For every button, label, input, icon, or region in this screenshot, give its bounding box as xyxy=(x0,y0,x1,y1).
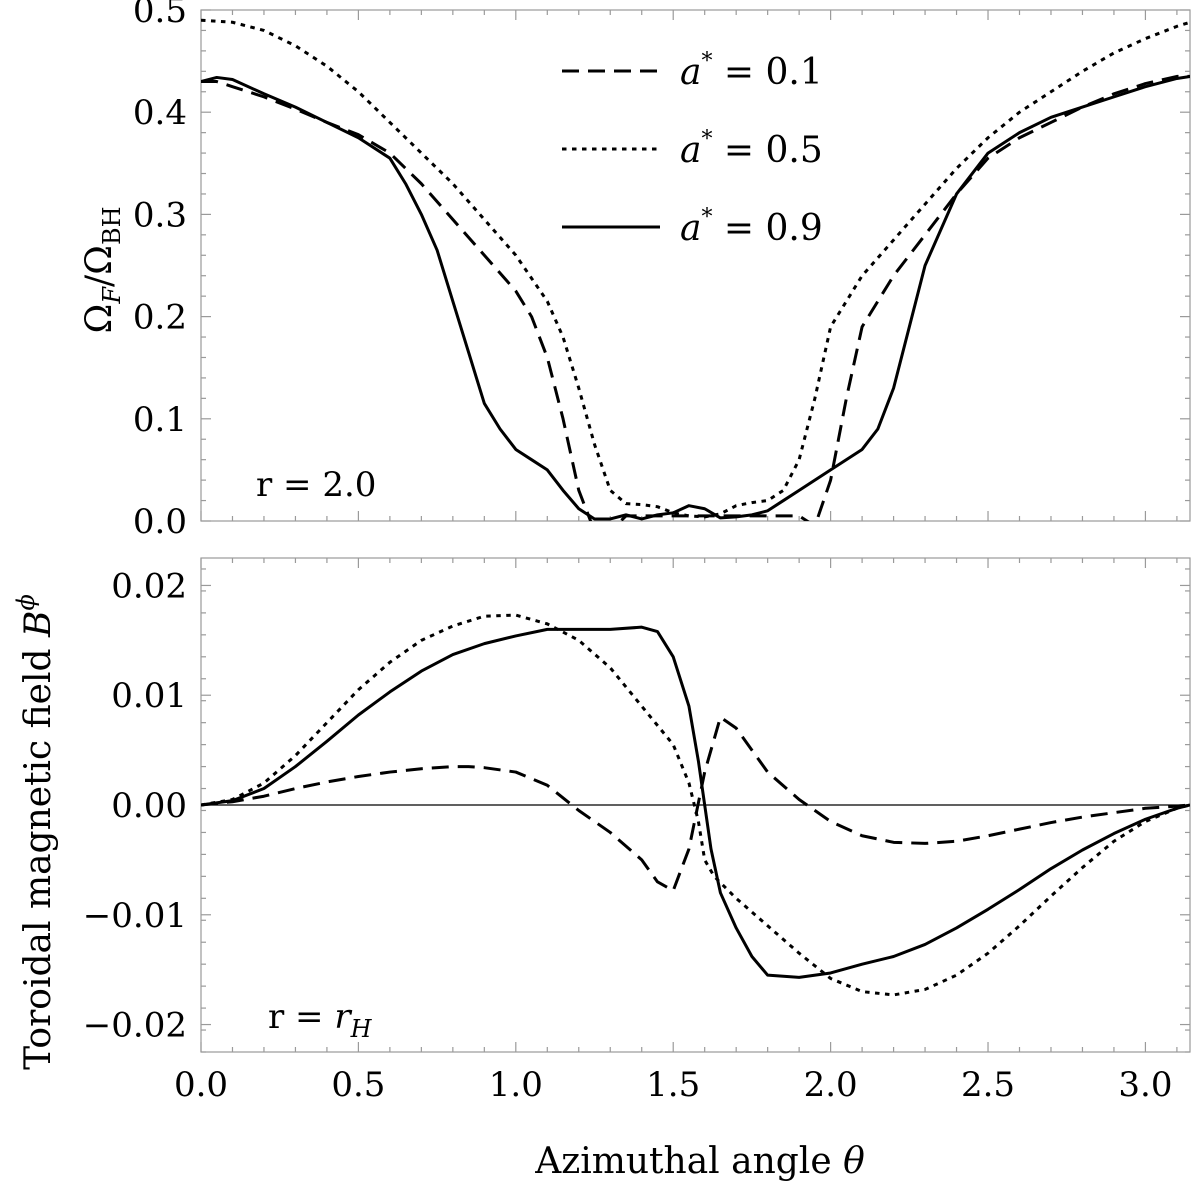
top-series-dotted-1 xyxy=(201,18,1190,519)
legend-label-a09-sup: * xyxy=(701,205,712,230)
top-y-tick-label-1: 0.1 xyxy=(133,400,187,440)
x-tick-label-1: 0.5 xyxy=(331,1065,385,1105)
bottom-series-solid-2 xyxy=(201,625,1190,979)
top-y-axis-title: ΩF/ΩBH xyxy=(79,206,126,333)
top-series-dashed-0 xyxy=(201,74,1190,521)
x-tick-label-2: 1.0 xyxy=(489,1065,543,1105)
bottom-series-dashed-0 xyxy=(201,715,1190,893)
legend-label-a09-symbol: a xyxy=(680,208,701,249)
bottom-y-tick-label-0: −0.02 xyxy=(83,1006,187,1046)
legend-label-a01: a* = 0.1 xyxy=(680,49,823,93)
bottom-y-title-text: Toroidal magnetic field xyxy=(18,637,59,1070)
top-y-tick-label-5: 0.5 xyxy=(133,0,187,31)
top-y-tick-label-4: 0.4 xyxy=(133,93,187,133)
bottom-y-tick-labels: −0.02 −0.01 0.00 0.01 0.02 xyxy=(83,566,187,1045)
top-plot-frame xyxy=(200,9,1191,522)
bottom-annotation-text: r = xyxy=(268,997,334,1037)
legend-label-a09-value: = 0.9 xyxy=(712,208,822,249)
top-y-title-sub-f: F xyxy=(98,286,126,305)
legend-label-a05-symbol: a xyxy=(680,130,701,171)
x-tick-label-6: 3.0 xyxy=(1118,1065,1172,1105)
bottom-annotation-symbol: r xyxy=(334,997,352,1037)
bottom-annotation-sub: H xyxy=(350,1015,373,1043)
top-y-tick-label-0: 0.0 xyxy=(133,502,187,542)
top-y-tick-label-2: 0.2 xyxy=(133,298,187,338)
bottom-series-dotted-1 xyxy=(201,613,1190,997)
bottom-axis-ticks xyxy=(200,558,1190,1053)
legend-label-a05-value: = 0.5 xyxy=(712,130,822,171)
bottom-y-tick-label-1: −0.01 xyxy=(83,896,187,936)
top-y-title-omega: Ω xyxy=(79,304,120,334)
x-tick-label-4: 2.0 xyxy=(804,1065,858,1105)
x-title-symbol: θ xyxy=(843,1141,865,1182)
x-tick-label-5: 2.5 xyxy=(961,1065,1015,1105)
top-y-tick-labels: 0.0 0.1 0.2 0.3 0.4 0.5 xyxy=(133,0,187,542)
x-title-text: Azimuthal angle xyxy=(534,1141,843,1182)
bottom-y-title-sup: ϕ xyxy=(12,594,40,610)
legend-label-a01-sup: * xyxy=(701,49,712,74)
bottom-y-tick-label-4: 0.02 xyxy=(111,566,187,606)
top-series-group xyxy=(201,18,1190,521)
bottom-panel: −0.02 −0.01 0.00 0.01 0.02 0.0 0.5 1.0 1.5 2.0 2.… xyxy=(12,557,1191,1182)
bottom-panel-annotation: r = rH xyxy=(268,997,373,1043)
bottom-y-tick-label-3: 0.01 xyxy=(111,676,187,716)
top-y-title-slash-omega: /Ω xyxy=(79,245,120,287)
top-axis-ticks xyxy=(200,9,1190,522)
bottom-y-title-symbol: B xyxy=(18,611,59,638)
x-axis-title: Azimuthal angle θ xyxy=(534,1141,865,1182)
bottom-y-tick-label-2: 0.00 xyxy=(111,786,187,826)
x-tick-label-3: 1.5 xyxy=(646,1065,700,1105)
legend: a* = 0.1 a* = 0.5 a* = 0.9 xyxy=(562,49,823,249)
legend-label-a05: a* = 0.5 xyxy=(680,127,823,171)
top-panel-annotation: r = 2.0 xyxy=(256,465,376,505)
legend-label-a01-symbol: a xyxy=(680,52,701,93)
legend-label-a09: a* = 0.9 xyxy=(680,205,823,249)
bottom-series-group xyxy=(201,613,1190,997)
legend-label-a01-value: = 0.1 xyxy=(712,52,822,93)
top-series-solid-2 xyxy=(201,74,1190,521)
top-y-tick-label-3: 0.3 xyxy=(133,195,187,235)
legend-label-a05-sup: * xyxy=(701,127,712,152)
x-tick-labels: 0.0 0.5 1.0 1.5 2.0 2.5 3.0 xyxy=(174,1065,1173,1105)
top-panel: 0.00.10.20.30.40.5 r = 2.0 a* = 0.1 a* =… xyxy=(79,0,1191,542)
top-y-title-sub-bh: BH xyxy=(98,206,126,245)
x-tick-label-0: 0.0 xyxy=(174,1065,228,1105)
bottom-y-axis-title: Toroidal magnetic field Bϕ xyxy=(12,594,59,1070)
